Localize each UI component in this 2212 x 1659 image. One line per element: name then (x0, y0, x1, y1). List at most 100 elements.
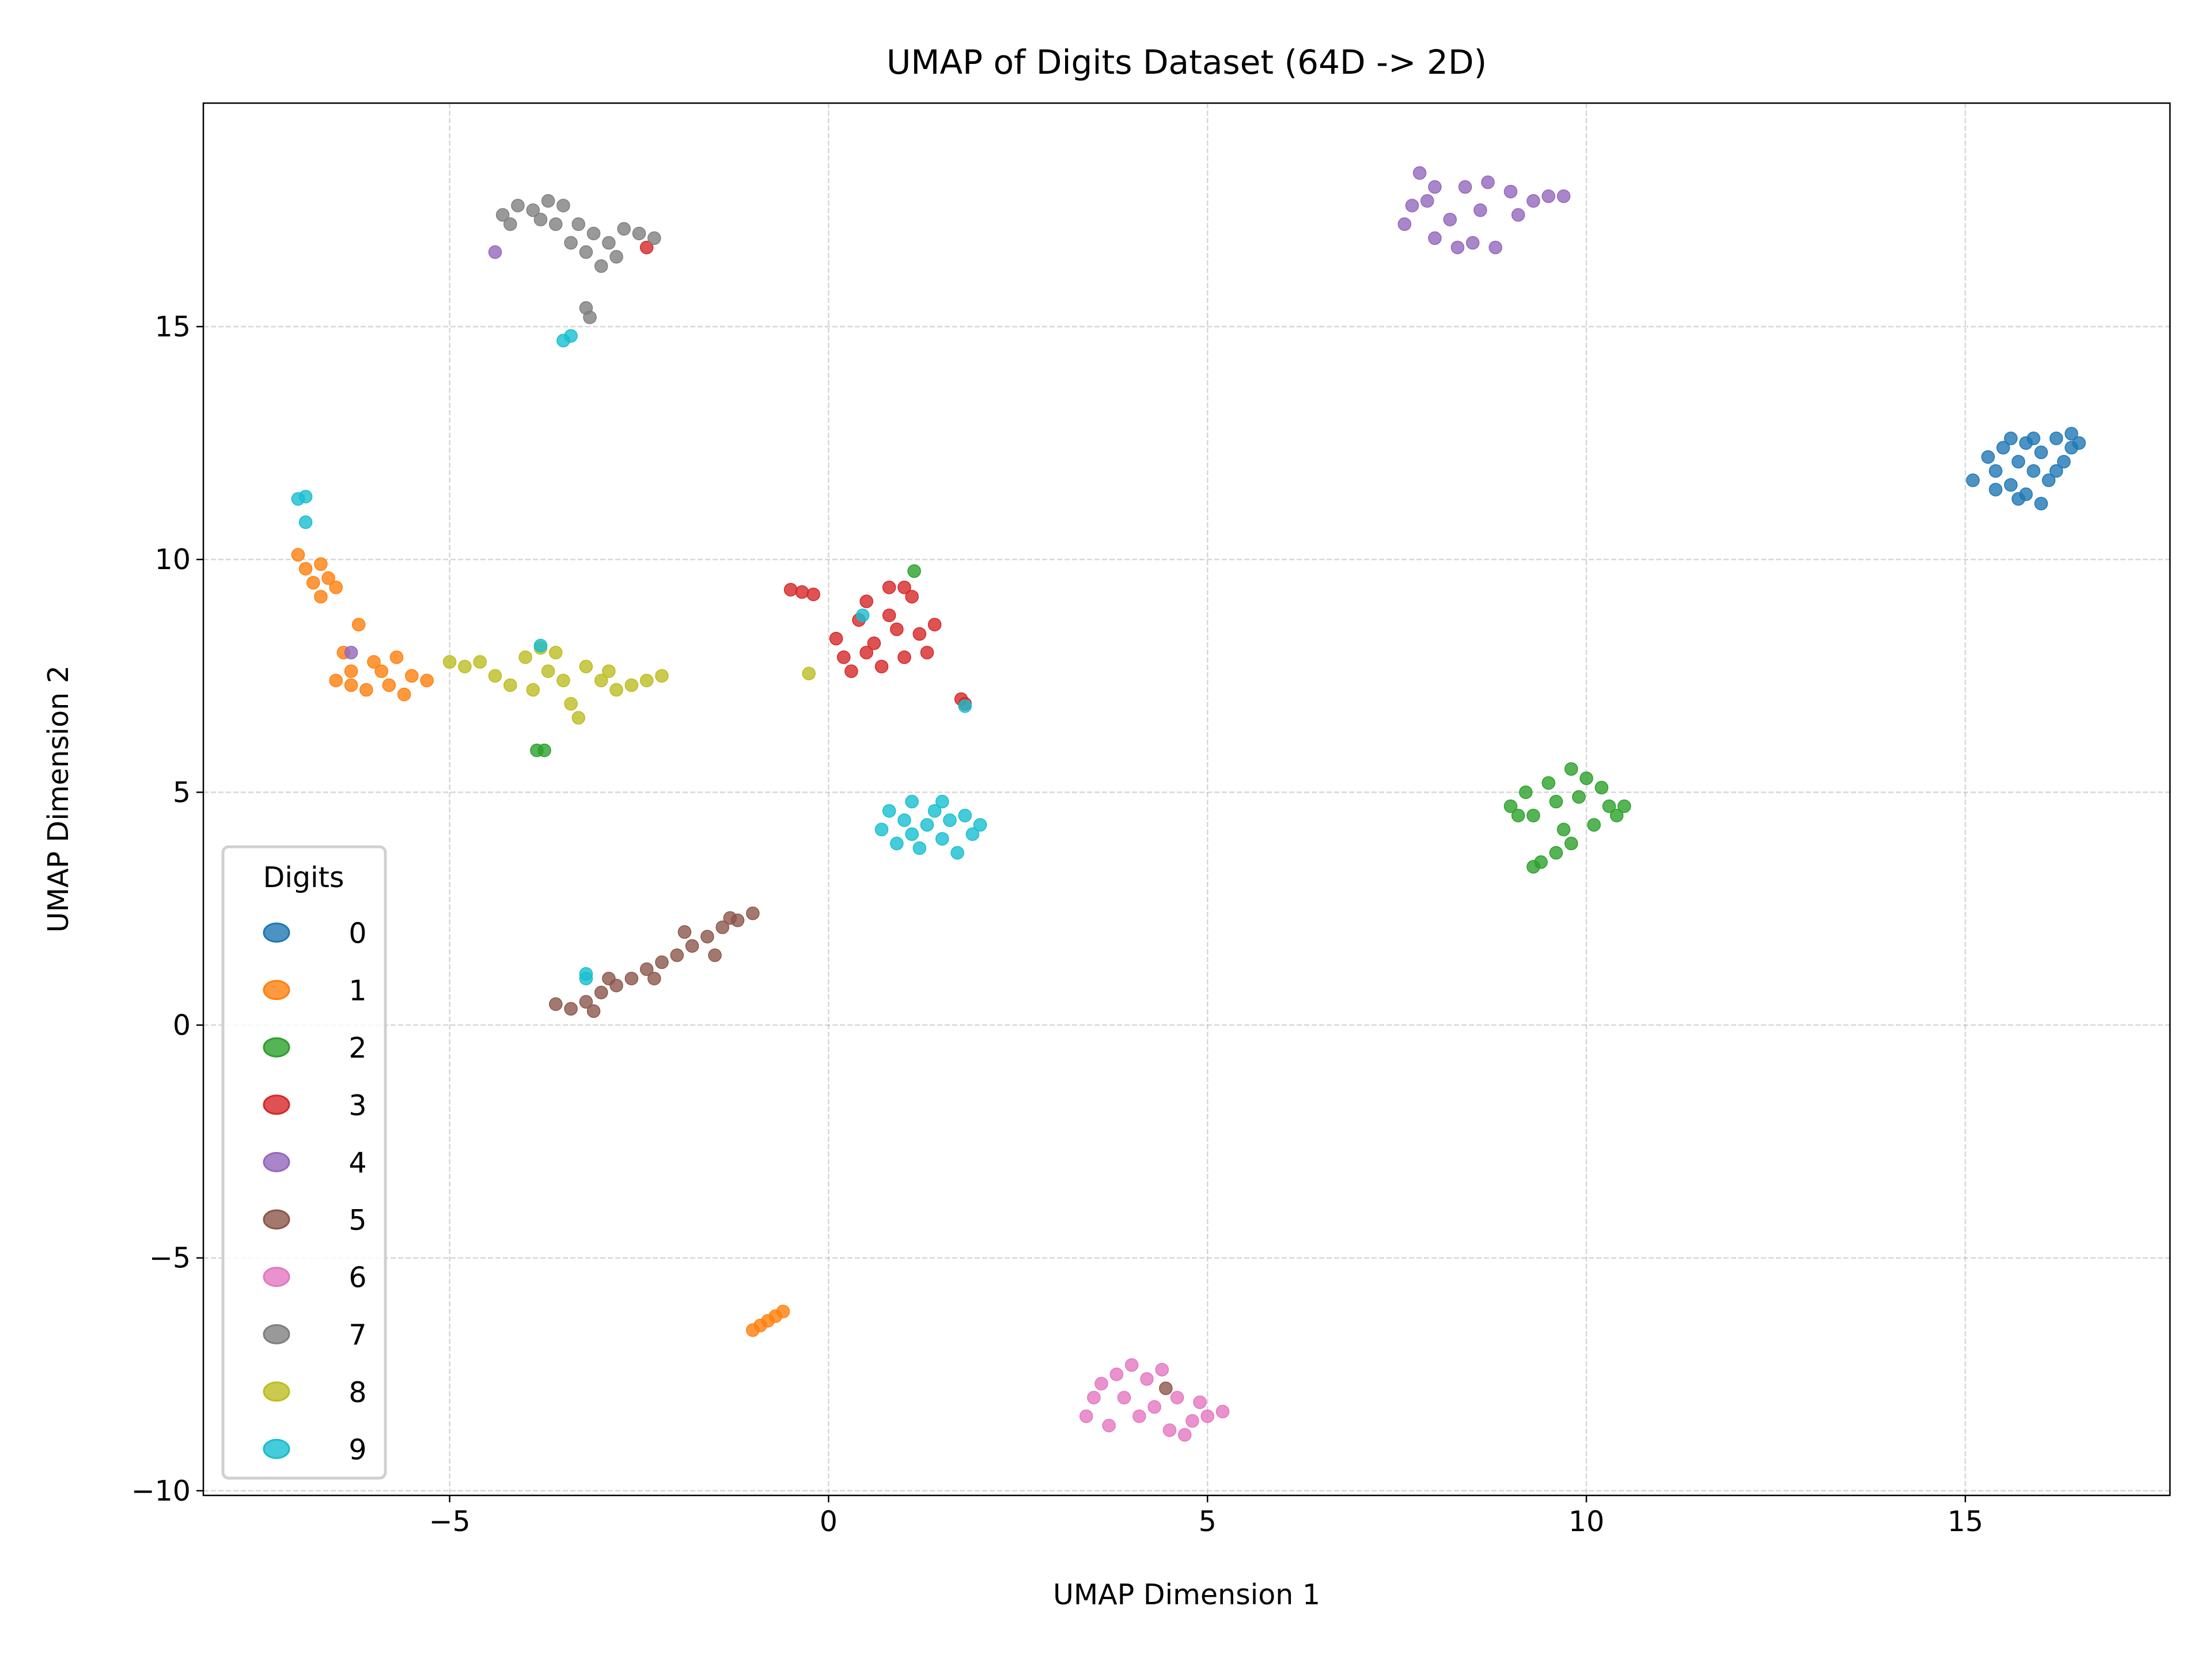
data-point-digit-8 (526, 683, 540, 697)
data-point-digit-9 (897, 813, 911, 827)
data-point-digit-0 (2012, 492, 2025, 506)
data-point-digit-0 (1966, 474, 1980, 487)
data-point-digit-9 (920, 818, 934, 832)
data-point-digit-4 (1503, 184, 1518, 199)
data-point-digit-8 (488, 669, 502, 683)
data-point-digit-0 (2034, 497, 2048, 510)
scatter-points (291, 166, 2086, 1442)
data-point-digit-0 (2027, 464, 2040, 478)
data-point-digit-3 (897, 580, 911, 594)
data-point-digit-7 (647, 231, 661, 245)
data-point-digit-3 (795, 585, 809, 599)
data-point-digit-3 (890, 622, 904, 637)
data-point-digit-0 (2065, 427, 2078, 441)
data-point-digit-3 (836, 650, 851, 664)
data-point-digit-7 (533, 213, 548, 226)
legend: Digits 0 1 2 3 4 5 6 7 8 9 (221, 845, 387, 1480)
data-point-digit-1 (314, 590, 328, 604)
chart-title: UMAP of Digits Dataset (64D -> 2D) (887, 43, 1487, 82)
data-point-digit-7 (503, 217, 517, 231)
x-tick-label: −5 (429, 1505, 470, 1538)
data-point-digit-2 (1527, 859, 1540, 874)
data-point-digit-5 (723, 911, 737, 925)
data-point-digit-4 (1541, 189, 1555, 203)
data-point-digit-1 (374, 664, 388, 678)
data-point-digit-0 (1996, 441, 2010, 454)
data-point-digit-9 (579, 971, 593, 986)
legend-label-digit-7: 7 (349, 1319, 366, 1351)
data-point-digit-3 (844, 664, 858, 678)
data-point-digit-5 (655, 955, 669, 969)
data-point-digit-6 (1094, 1377, 1108, 1391)
legend-marker-digit-9 (263, 1438, 290, 1459)
data-point-digit-9 (958, 809, 972, 823)
data-point-digit-8 (518, 650, 532, 664)
y-tick-label: 5 (173, 776, 191, 809)
data-point-digit-0 (2049, 431, 2063, 445)
data-point-digit-6 (1079, 1409, 1093, 1423)
data-point-digit-1 (389, 650, 404, 664)
data-point-digit-5 (708, 948, 722, 963)
data-point-digit-5 (647, 971, 661, 986)
data-point-digit-3 (897, 650, 911, 664)
data-point-digit-7 (602, 236, 616, 250)
data-point-digit-3 (829, 631, 843, 646)
data-point-digit-2 (1503, 799, 1518, 813)
legend-marker-digit-7 (263, 1324, 290, 1344)
data-point-digit-9 (564, 329, 578, 343)
data-point-digit-4 (488, 245, 502, 259)
legend-marker-digit-0 (263, 922, 290, 943)
data-point-digit-0 (1988, 464, 2003, 478)
data-point-digit-2 (1511, 809, 1525, 823)
legend-label-digit-1: 1 (349, 975, 366, 1007)
data-point-digit-8 (624, 678, 639, 692)
data-point-digit-8 (594, 673, 608, 688)
data-point-digit-2 (1580, 771, 1593, 785)
legend-label-digit-8: 8 (349, 1376, 366, 1409)
data-point-digit-9 (890, 836, 904, 851)
data-point-digit-8 (571, 711, 585, 725)
data-point-digit-8 (802, 666, 816, 680)
data-point-digit-9 (958, 699, 972, 713)
data-point-digit-9 (882, 804, 896, 818)
data-point-digit-2 (1602, 799, 1616, 813)
legend-marker-digit-8 (263, 1381, 290, 1402)
data-point-digit-6 (1102, 1418, 1116, 1433)
y-axis-label: UMAP Dimension 2 (42, 665, 75, 933)
data-point-digit-0 (2049, 464, 2063, 478)
data-point-digit-7 (609, 250, 623, 264)
data-point-digit-3 (874, 660, 889, 673)
y-tick-label: 0 (173, 1009, 191, 1042)
legend-marker-digit-4 (263, 1152, 290, 1172)
data-point-digit-6 (1124, 1358, 1139, 1372)
data-point-digit-4 (1412, 166, 1427, 180)
data-point-digit-6 (1132, 1409, 1146, 1423)
data-point-digit-2 (1618, 799, 1631, 813)
data-point-digit-1 (351, 618, 366, 632)
data-point-digit-2 (537, 743, 551, 757)
data-point-digit-1 (397, 687, 411, 702)
data-point-digit-5 (685, 939, 699, 953)
data-point-digit-7 (564, 236, 578, 250)
y-tick-label: 15 (155, 310, 191, 343)
data-point-digit-4 (344, 646, 358, 660)
data-point-digit-9 (905, 794, 919, 809)
data-point-digit-5 (624, 971, 639, 986)
data-point-digit-8 (564, 697, 578, 711)
data-point-digit-9 (533, 638, 548, 653)
data-point-digit-1 (776, 1304, 790, 1319)
data-point-digit-3 (806, 588, 820, 601)
data-point-digit-5 (586, 1004, 601, 1018)
data-point-digit-4 (1465, 236, 1480, 250)
data-point-digit-1 (359, 683, 373, 697)
data-point-digit-3 (912, 627, 926, 641)
data-point-digit-2 (1527, 809, 1540, 823)
data-point-digit-3 (639, 240, 654, 255)
data-point-digit-6 (1193, 1395, 1207, 1410)
data-point-digit-1 (291, 548, 305, 562)
data-point-digit-5 (594, 986, 608, 999)
y-tick-label: −10 (131, 1475, 191, 1508)
data-point-digit-4 (1481, 175, 1495, 190)
data-point-digit-2 (1609, 809, 1624, 823)
data-point-digit-3 (867, 636, 881, 650)
